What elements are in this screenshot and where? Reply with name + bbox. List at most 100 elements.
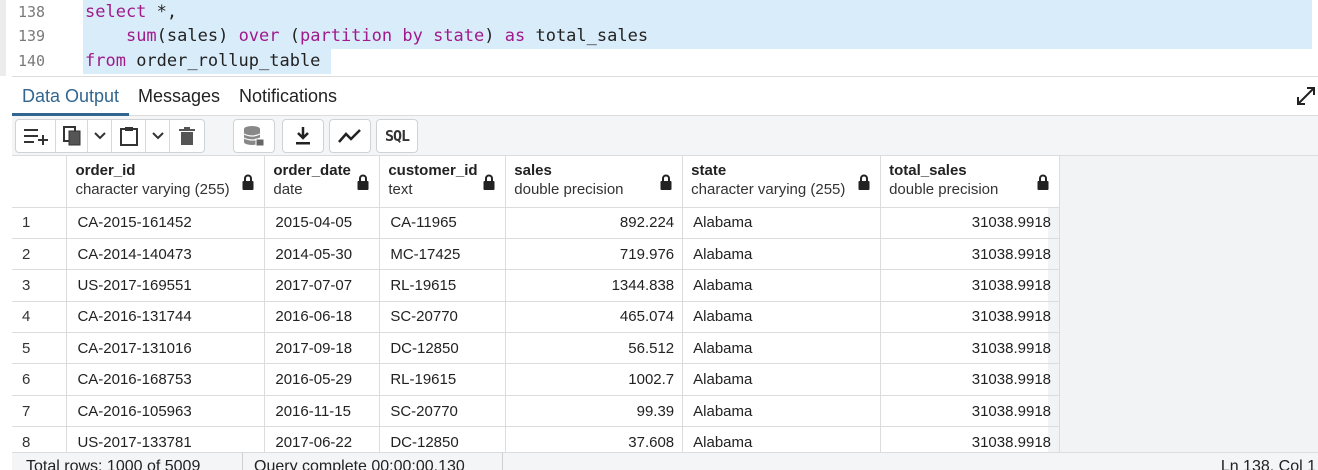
cell-customer-id[interactable]: DC-12850 bbox=[379, 426, 507, 452]
cell-order-date[interactable]: 2016-06-18 bbox=[264, 301, 381, 334]
column-header-total-sales[interactable]: total_sales double precision bbox=[880, 156, 1060, 208]
cell-order-id[interactable]: CA-2016-105963 bbox=[66, 395, 266, 428]
table-row[interactable]: 6 CA-2016-168753 2016-05-29 RL-19615 1002.7 A… bbox=[12, 363, 1060, 396]
cell-total-sales[interactable]: 31038.9918 bbox=[880, 395, 1060, 428]
sql-button[interactable]: SQL bbox=[377, 120, 417, 152]
tab-data-output[interactable]: Data Output bbox=[12, 77, 130, 116]
cell-order-id[interactable]: CA-2016-131744 bbox=[66, 301, 266, 334]
row-number-header[interactable] bbox=[12, 156, 68, 208]
cell-sales[interactable]: 56.512 bbox=[505, 332, 684, 365]
cell-total-sales[interactable]: 31038.9918 bbox=[880, 207, 1060, 239]
sql-keyword: partition by bbox=[300, 26, 423, 46]
cell-customer-id[interactable]: CA-11965 bbox=[379, 207, 507, 239]
column-header-state[interactable]: state character varying (255) bbox=[682, 156, 882, 208]
table-row[interactable]: 4 CA-2016-131744 2016-06-18 SC-20770 465.074… bbox=[12, 301, 1060, 334]
row-number[interactable]: 8 bbox=[12, 426, 68, 452]
cell-sales[interactable]: 1344.838 bbox=[505, 269, 684, 302]
add-row-button[interactable] bbox=[16, 120, 56, 152]
paste-options-dropdown[interactable] bbox=[146, 120, 170, 152]
row-number[interactable]: 2 bbox=[12, 238, 68, 271]
cell-total-sales[interactable]: 31038.9918 bbox=[880, 363, 1060, 396]
results-toolbar: SQL bbox=[12, 116, 1318, 156]
row-number[interactable]: 6 bbox=[12, 363, 68, 396]
table-row[interactable]: 8 US-2017-133781 2017-06-22 DC-12850 37.608 A… bbox=[12, 426, 1060, 452]
cell-sales[interactable]: 99.39 bbox=[505, 395, 684, 428]
cell-order-date[interactable]: 2016-05-29 bbox=[264, 363, 381, 396]
code-line[interactable]: 139 sum(sales) over (partition by state)… bbox=[0, 24, 1318, 49]
cell-order-date[interactable]: 2014-05-30 bbox=[264, 238, 381, 271]
download-button[interactable] bbox=[283, 120, 323, 152]
row-number[interactable]: 4 bbox=[12, 301, 68, 334]
code-line[interactable]: 138 select *, bbox=[0, 0, 1318, 25]
table-row[interactable]: 1 CA-2015-161452 2015-04-05 CA-11965 892.224… bbox=[12, 207, 1060, 239]
graph-visualiser-button[interactable] bbox=[330, 120, 370, 152]
cell-state[interactable]: Alabama bbox=[682, 269, 882, 302]
cell-sales[interactable]: 719.976 bbox=[505, 238, 684, 271]
lock-icon bbox=[1037, 174, 1049, 190]
cell-state[interactable]: Alabama bbox=[682, 238, 882, 271]
cell-state[interactable]: Alabama bbox=[682, 363, 882, 396]
cell-customer-id[interactable]: DC-12850 bbox=[379, 332, 507, 365]
column-header-sales[interactable]: sales double precision bbox=[505, 156, 684, 208]
cell-order-date[interactable]: 2016-11-15 bbox=[264, 395, 381, 428]
data-grid[interactable]: order_id character varying (255) order_d… bbox=[12, 156, 1060, 452]
cell-order-date[interactable]: 2015-04-05 bbox=[264, 207, 381, 239]
cell-customer-id[interactable]: SC-20770 bbox=[379, 395, 507, 428]
tab-notifications[interactable]: Notifications bbox=[239, 86, 338, 106]
cell-order-date[interactable]: 2017-09-18 bbox=[264, 332, 381, 365]
code-text[interactable]: from order_rollup_table bbox=[83, 49, 331, 74]
cell-total-sales[interactable]: 31038.9918 bbox=[880, 238, 1060, 271]
column-name: order_date bbox=[273, 162, 351, 179]
cell-order-id[interactable]: CA-2017-131016 bbox=[66, 332, 266, 365]
column-header-order-date[interactable]: order_date date bbox=[264, 156, 381, 208]
cell-order-date[interactable]: 2017-07-07 bbox=[264, 269, 381, 302]
line-chart-icon bbox=[338, 129, 361, 143]
code-line[interactable]: 140 from order_rollup_table bbox=[0, 49, 1318, 74]
cell-sales[interactable]: 465.074 bbox=[505, 301, 684, 334]
cell-order-id[interactable]: CA-2014-140473 bbox=[66, 238, 266, 271]
cell-customer-id[interactable]: MC-17425 bbox=[379, 238, 507, 271]
cell-total-sales[interactable]: 31038.9918 bbox=[880, 426, 1060, 452]
copy-button[interactable] bbox=[56, 120, 88, 152]
cell-state[interactable]: Alabama bbox=[682, 395, 882, 428]
row-number[interactable]: 7 bbox=[12, 395, 68, 428]
copy-options-dropdown[interactable] bbox=[88, 120, 112, 152]
cell-order-id[interactable]: US-2017-133781 bbox=[66, 426, 266, 452]
expand-icon[interactable] bbox=[1296, 86, 1316, 106]
cell-state[interactable]: Alabama bbox=[682, 301, 882, 334]
code-text[interactable]: select *, bbox=[83, 0, 1312, 25]
graph-group bbox=[329, 119, 371, 153]
sql-editor[interactable]: 138 select *, 139 sum(sales) over (parti… bbox=[0, 0, 1318, 76]
save-data-button[interactable] bbox=[234, 120, 274, 152]
paste-button[interactable] bbox=[112, 120, 146, 152]
code-text[interactable]: sum(sales) over (partition by state) as … bbox=[83, 24, 1312, 49]
tab-messages[interactable]: Messages bbox=[138, 86, 221, 106]
table-row[interactable]: 2 CA-2014-140473 2014-05-30 MC-17425 719.976… bbox=[12, 238, 1060, 271]
column-header-customer-id[interactable]: customer_id text bbox=[379, 156, 507, 208]
table-row[interactable]: 3 US-2017-169551 2017-07-07 RL-19615 1344.83… bbox=[12, 269, 1060, 302]
table-row[interactable]: 5 CA-2017-131016 2017-09-18 DC-12850 56.512 A… bbox=[12, 332, 1060, 365]
row-number[interactable]: 1 bbox=[12, 207, 68, 239]
cell-total-sales[interactable]: 31038.9918 bbox=[880, 269, 1060, 302]
cell-state[interactable]: Alabama bbox=[682, 207, 882, 239]
cell-sales[interactable]: 892.224 bbox=[505, 207, 684, 239]
table-row[interactable]: 7 CA-2016-105963 2016-11-15 SC-20770 99.39 Al… bbox=[12, 395, 1060, 428]
cell-total-sales[interactable]: 31038.9918 bbox=[880, 332, 1060, 365]
cell-sales[interactable]: 37.608 bbox=[505, 426, 684, 452]
row-number[interactable]: 3 bbox=[12, 269, 68, 302]
column-header-order-id[interactable]: order_id character varying (255) bbox=[66, 156, 266, 208]
row-number[interactable]: 5 bbox=[12, 332, 68, 365]
cell-customer-id[interactable]: RL-19615 bbox=[379, 363, 507, 396]
cell-state[interactable]: Alabama bbox=[682, 426, 882, 452]
cell-order-date[interactable]: 2017-06-22 bbox=[264, 426, 381, 452]
cell-state[interactable]: Alabama bbox=[682, 332, 882, 365]
delete-button[interactable] bbox=[170, 120, 204, 152]
cell-customer-id[interactable]: SC-20770 bbox=[379, 301, 507, 334]
cell-sales[interactable]: 1002.7 bbox=[505, 363, 684, 396]
cell-order-id[interactable]: CA-2015-161452 bbox=[66, 207, 266, 239]
cell-order-id[interactable]: US-2017-169551 bbox=[66, 269, 266, 302]
copy-icon bbox=[62, 126, 80, 146]
cell-order-id[interactable]: CA-2016-168753 bbox=[66, 363, 266, 396]
cell-customer-id[interactable]: RL-19615 bbox=[379, 269, 507, 302]
cell-total-sales[interactable]: 31038.9918 bbox=[880, 301, 1060, 334]
